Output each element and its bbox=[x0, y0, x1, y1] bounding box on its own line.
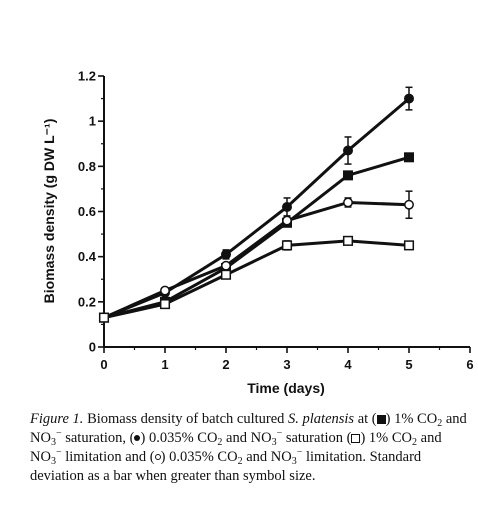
caption-text: ) 0.035% CO bbox=[160, 449, 238, 465]
y-tick-label: 0 bbox=[89, 340, 96, 355]
biomass-line-chart: 0 1 2 3 4 5 6 0 0.2 0.4 0.6 0.8 1 1.2 Time (days) Bio… bbox=[41, 69, 474, 397]
data-point bbox=[159, 299, 171, 310]
caption-text: limitation. Standard deviation as a bar … bbox=[30, 449, 422, 484]
caption-subscript: 3 bbox=[50, 456, 56, 467]
caption-subscript: 3 bbox=[50, 437, 56, 448]
caption-superscript: − bbox=[55, 447, 62, 458]
caption-text: and NO bbox=[30, 411, 467, 446]
caption-text: ) 1% CO bbox=[360, 430, 413, 446]
open-square-symbol bbox=[351, 434, 361, 443]
y-tick-label: 0.4 bbox=[78, 249, 97, 264]
caption-subscript: 2 bbox=[437, 418, 443, 429]
data-series bbox=[99, 152, 414, 323]
chart-ticks: 0 1 2 3 4 5 6 0 0.2 0.4 0.6 0.8 1 1.2 bbox=[78, 69, 474, 373]
caption-species: S. platensis bbox=[288, 411, 355, 427]
x-axis-title: Time (days) bbox=[247, 380, 325, 396]
data-point bbox=[160, 285, 170, 296]
data-point bbox=[343, 145, 353, 156]
filled-square-symbol bbox=[376, 415, 386, 424]
caption-subscript: 2 bbox=[237, 456, 243, 467]
data-series bbox=[99, 190, 414, 323]
series-line bbox=[103, 239, 410, 320]
caption-subscript: 3 bbox=[291, 456, 297, 467]
series-line bbox=[103, 97, 410, 320]
caption-superscript: − bbox=[296, 447, 303, 458]
series-line bbox=[103, 200, 410, 320]
caption-superscript: − bbox=[276, 428, 283, 439]
open-circle-symbol bbox=[154, 454, 161, 460]
x-tick-label: 1 bbox=[161, 357, 168, 372]
x-tick-label: 0 bbox=[100, 357, 107, 372]
caption-text: saturation ( bbox=[282, 430, 352, 446]
x-tick-label: 5 bbox=[405, 357, 412, 372]
y-tick-label: 1.2 bbox=[78, 69, 96, 84]
caption-text: Biomass density of batch cultured bbox=[83, 411, 289, 427]
caption-subscript: 2 bbox=[412, 437, 418, 448]
caption-subscript: 3 bbox=[271, 437, 277, 448]
data-point bbox=[221, 260, 231, 271]
caption-text: at ( bbox=[354, 411, 377, 427]
x-tick-label: 4 bbox=[344, 357, 352, 372]
caption-text: ) 1% CO bbox=[385, 411, 438, 427]
caption-text: and NO bbox=[30, 430, 442, 465]
caption-text: and NO bbox=[222, 430, 272, 446]
x-tick-label: 3 bbox=[283, 357, 290, 372]
data-point bbox=[403, 240, 415, 251]
y-tick-label: 0.6 bbox=[78, 204, 96, 219]
data-point bbox=[282, 201, 292, 212]
data-point bbox=[342, 235, 354, 246]
caption-text: ) 0.035% CO bbox=[140, 430, 218, 446]
caption-text: saturation, ( bbox=[61, 430, 135, 446]
y-tick-label: 0.8 bbox=[78, 159, 96, 174]
data-series bbox=[98, 235, 415, 323]
figure-caption: Figure 1. Biomass density of batch cultu… bbox=[30, 410, 472, 486]
series-line bbox=[103, 155, 410, 320]
caption-figure-label: Figure 1. bbox=[30, 411, 84, 427]
caption-text: limitation and ( bbox=[61, 449, 155, 465]
data-point bbox=[404, 93, 414, 104]
data-point bbox=[282, 215, 292, 226]
caption-subscript: 2 bbox=[217, 437, 223, 448]
caption-superscript: − bbox=[55, 428, 62, 439]
caption-text: and NO bbox=[242, 449, 292, 465]
y-axis-title: Biomass density (g DW L⁻¹) bbox=[41, 119, 57, 304]
data-point bbox=[404, 152, 414, 163]
chart-series bbox=[98, 86, 415, 323]
data-series bbox=[99, 86, 414, 323]
y-tick-label: 1 bbox=[89, 114, 96, 129]
data-point bbox=[281, 240, 293, 251]
data-point bbox=[98, 312, 110, 323]
data-point bbox=[221, 249, 231, 260]
filled-circle-symbol bbox=[134, 435, 141, 441]
x-tick-label: 2 bbox=[222, 357, 229, 372]
x-tick-label: 6 bbox=[466, 357, 473, 372]
data-point bbox=[343, 170, 353, 181]
y-tick-label: 0.2 bbox=[78, 294, 96, 309]
data-point bbox=[404, 199, 414, 210]
data-point bbox=[343, 197, 353, 208]
data-point bbox=[220, 269, 232, 280]
